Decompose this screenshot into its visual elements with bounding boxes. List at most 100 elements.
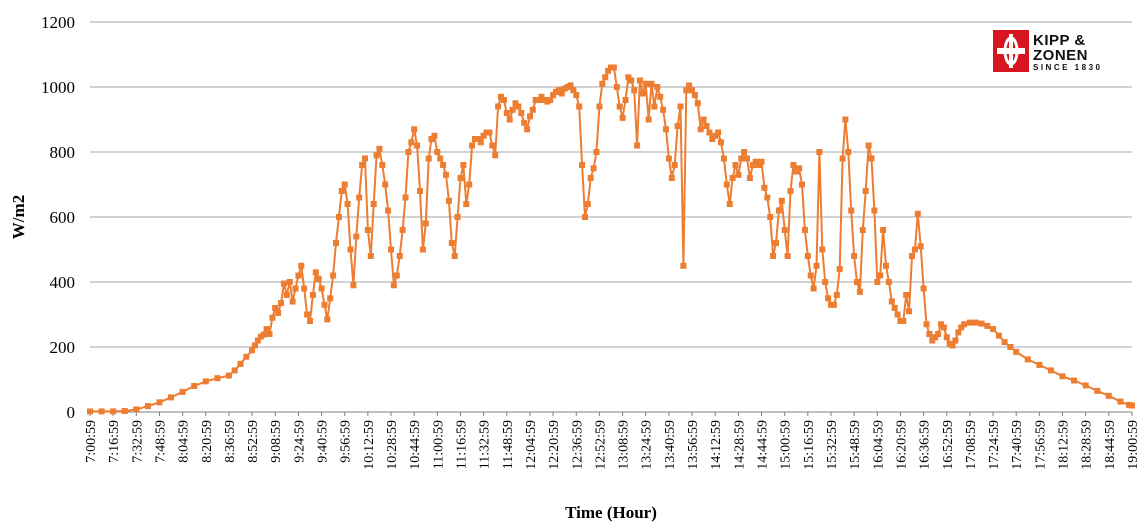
data-point	[428, 136, 435, 142]
data-point	[252, 342, 258, 349]
y-tick-label: 600	[50, 208, 76, 227]
x-tick-label: 16:04:59	[871, 420, 886, 470]
x-tick-label: 8:52:59	[246, 420, 261, 463]
data-point	[804, 253, 811, 259]
data-point	[648, 80, 655, 87]
data-point	[448, 240, 455, 246]
data-point	[665, 155, 672, 162]
data-point	[868, 155, 875, 162]
data-point	[723, 181, 730, 188]
x-tick-label: 8:04:59	[177, 420, 192, 463]
x-tick-label: 10:12:59	[362, 420, 377, 470]
logo-sub: SINCE 1830	[1033, 63, 1103, 72]
x-tick-label: 8:20:59	[200, 420, 215, 463]
data-point	[590, 165, 597, 172]
data-point	[856, 288, 863, 295]
data-point	[451, 253, 458, 259]
data-point	[810, 285, 817, 292]
data-point	[770, 253, 777, 259]
data-point	[903, 292, 910, 298]
x-tick-label: 11:00:59	[431, 420, 446, 469]
data-point	[851, 253, 858, 259]
data-point	[382, 181, 389, 188]
data-point	[567, 82, 574, 89]
data-point	[437, 155, 444, 162]
kipp-zonen-logo: KIPP & ZONEN SINCE 1830	[993, 30, 1129, 76]
data-point	[744, 155, 750, 162]
data-point	[854, 279, 860, 285]
data-point	[272, 305, 279, 311]
data-point	[741, 149, 748, 155]
data-point	[1007, 344, 1014, 350]
data-point	[405, 149, 412, 155]
data-point	[1036, 361, 1043, 368]
data-point	[845, 149, 852, 155]
data-point	[775, 207, 782, 214]
data-point	[582, 214, 588, 220]
data-point	[894, 311, 901, 318]
data-point	[1024, 356, 1031, 363]
data-point	[605, 67, 612, 74]
data-point	[584, 201, 591, 207]
data-point	[307, 318, 313, 324]
x-tick-label: 7:16:59	[107, 420, 122, 463]
y-tick-label: 200	[50, 338, 76, 357]
data-point	[952, 337, 959, 344]
data-point	[642, 80, 649, 87]
data-point	[636, 77, 643, 84]
data-point	[610, 64, 617, 71]
x-tick-label: 7:48:59	[153, 420, 168, 463]
data-point	[929, 337, 936, 344]
data-point	[434, 149, 441, 155]
data-point	[619, 114, 626, 121]
data-point	[634, 142, 641, 149]
data-point	[393, 272, 400, 279]
x-tick-label: 11:16:59	[454, 420, 469, 469]
data-point	[816, 149, 823, 155]
data-point	[457, 175, 464, 181]
data-point	[935, 331, 942, 337]
x-tick-label: 19:00:59	[1126, 420, 1137, 470]
data-point	[729, 175, 736, 181]
y-tick-label: 0	[67, 403, 76, 422]
data-point	[298, 262, 305, 269]
data-point	[799, 181, 805, 188]
data-point	[668, 175, 675, 181]
x-tick-label: 12:20:59	[547, 420, 562, 470]
data-point	[764, 194, 771, 201]
data-point	[755, 162, 762, 168]
data-point	[914, 210, 921, 217]
data-point	[576, 103, 583, 110]
data-point	[579, 162, 586, 168]
data-point	[683, 87, 690, 94]
data-point	[440, 162, 447, 168]
data-point	[521, 119, 528, 126]
data-point	[940, 324, 947, 331]
data-point	[367, 253, 374, 259]
data-point	[350, 282, 357, 289]
logo-line1: KIPP &	[1033, 32, 1086, 49]
data-point	[677, 103, 684, 110]
x-tick-label: 13:24:59	[640, 420, 655, 470]
data-point	[645, 116, 652, 123]
data-point	[466, 181, 473, 188]
data-point	[419, 246, 426, 253]
data-point	[527, 113, 533, 120]
data-point	[1082, 382, 1089, 389]
data-point	[1094, 387, 1101, 394]
data-point	[833, 292, 840, 298]
data-point	[402, 194, 409, 201]
data-point	[243, 353, 250, 360]
data-point	[859, 227, 866, 233]
data-point	[596, 103, 603, 110]
data-point	[370, 201, 377, 207]
data-point	[431, 132, 438, 139]
data-point	[263, 326, 270, 333]
data-point	[330, 272, 337, 279]
data-point	[631, 87, 638, 94]
data-point	[489, 142, 496, 149]
data-point	[883, 262, 889, 269]
data-point	[385, 207, 392, 214]
x-tick-label: 15:48:59	[848, 420, 863, 470]
